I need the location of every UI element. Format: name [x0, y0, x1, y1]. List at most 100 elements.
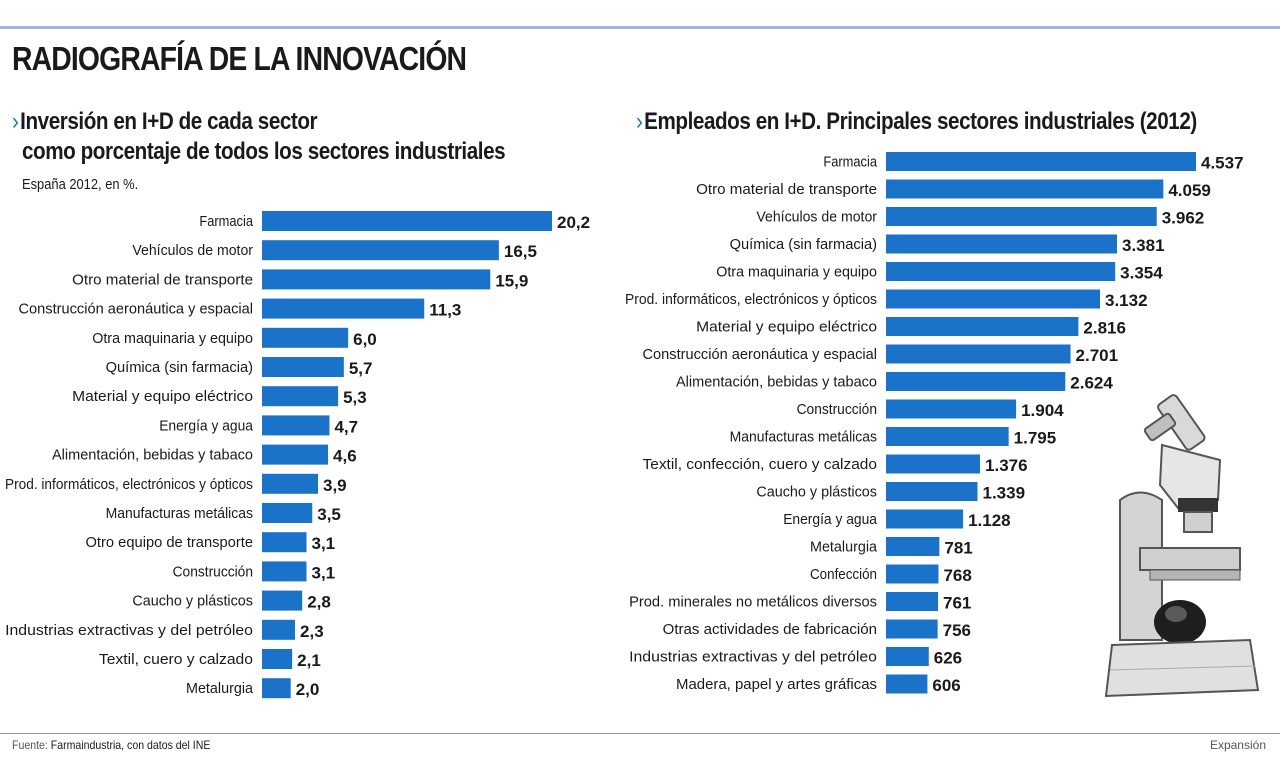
bar [886, 482, 978, 501]
chevron-right-icon: › [12, 108, 19, 135]
bar [886, 399, 1017, 419]
category-label: Industrias extractivas y del petróleo [629, 649, 877, 666]
value-label: 15,9 [495, 271, 528, 290]
value-label: 2,3 [300, 622, 324, 641]
bar [886, 179, 1164, 199]
category-label: Vehículos de motor [132, 242, 253, 259]
category-label: Material y equipo eléctrico [72, 388, 253, 405]
category-label: Textil, confección, cuero y calzado [643, 456, 878, 473]
value-label: 6,0 [353, 330, 377, 349]
category-label: Metalurgia [810, 539, 878, 556]
value-label: 16,5 [504, 242, 537, 261]
bar [262, 211, 552, 231]
category-label: Construcción [173, 563, 253, 580]
category-label: Alimentación, bebidas y tabaco [676, 374, 877, 391]
page-title: RADIOGRAFÍA DE LA INNOVACIÓN [12, 40, 467, 77]
value-label: 3.381 [1122, 236, 1165, 255]
right-chart-title-line1: Empleados en I+D. Principales sectores i… [644, 108, 1197, 135]
bar [262, 503, 313, 523]
value-label: 3,9 [323, 476, 347, 495]
bar [886, 509, 964, 529]
value-label: 2.624 [1070, 374, 1113, 393]
category-label: Manufacturas metálicas [730, 429, 877, 446]
bar [262, 590, 303, 611]
bar [262, 327, 349, 348]
bar [886, 372, 1066, 391]
category-label: Otra maquinaria y equipo [92, 330, 253, 347]
category-label: Otro material de transporte [696, 181, 877, 198]
category-label: Construcción [797, 401, 877, 418]
bar [886, 262, 1116, 281]
value-label: 2.701 [1076, 346, 1119, 365]
microscope-icon [1104, 394, 1260, 698]
category-label: Confección [810, 566, 877, 583]
value-label: 756 [943, 621, 971, 640]
bar [262, 386, 339, 407]
category-label: Otro equipo de transporte [86, 534, 254, 551]
bar [886, 234, 1118, 254]
value-label: 3,5 [317, 505, 341, 524]
category-label: Metalurgia [186, 680, 254, 697]
value-label: 761 [943, 594, 971, 613]
value-label: 3.132 [1105, 291, 1148, 310]
value-label: 781 [944, 539, 972, 558]
source-label: Fuente: [12, 738, 48, 752]
bar [886, 152, 1196, 171]
value-label: 2,1 [297, 651, 321, 670]
category-label: Prod. informáticos, electrónicos y óptic… [625, 291, 877, 308]
category-label: Otro material de transporte [72, 271, 253, 288]
category-label: Energía y agua [783, 511, 877, 528]
value-label: 3,1 [312, 563, 336, 582]
bar [262, 473, 318, 494]
bar [886, 537, 940, 556]
left-chart-subtitle: España 2012, en %. [22, 176, 139, 193]
category-label: Caucho y plásticos [132, 593, 253, 610]
value-label: 1.128 [968, 511, 1011, 530]
category-label: Prod. minerales no metálicos diversos [629, 594, 877, 611]
value-label: 4,6 [333, 447, 357, 466]
left-chart-title: ›Inversión en I+D de cada sector [12, 108, 318, 136]
bar [262, 415, 330, 436]
bar [262, 357, 344, 377]
category-label: Industrias extractivas y del petróleo [5, 622, 253, 639]
category-label: Farmacia [823, 154, 877, 171]
value-label: 626 [934, 649, 962, 668]
bar [262, 298, 425, 319]
bar [886, 427, 1009, 446]
bar [262, 619, 296, 640]
value-label: 1.904 [1021, 401, 1064, 420]
value-label: 3,1 [312, 534, 336, 553]
category-label: Material y equipo eléctrico [696, 319, 877, 336]
category-label: Química (sin farmacia) [730, 236, 877, 253]
category-label: Farmacia [199, 213, 253, 230]
category-label: Madera, papel y artes gráficas [676, 676, 877, 693]
left-chart-title-line2: como porcentaje de todos los sectores in… [22, 138, 506, 165]
value-label: 4.537 [1201, 154, 1244, 173]
category-label: Alimentación, bebidas y tabaco [52, 447, 253, 464]
category-label: Textil, cuero y calzado [99, 651, 253, 668]
value-label: 1.376 [985, 456, 1028, 475]
chevron-right-icon: › [636, 108, 643, 135]
category-label: Manufacturas metálicas [106, 505, 253, 522]
top-rule [0, 26, 1280, 29]
bar [262, 444, 329, 465]
value-label: 2,0 [296, 680, 320, 699]
category-label: Química (sin farmacia) [106, 359, 253, 376]
value-label: 11,3 [429, 301, 461, 320]
value-label: 4,7 [334, 417, 358, 436]
bar [886, 592, 938, 611]
value-label: 5,3 [343, 388, 367, 407]
bar [262, 532, 307, 553]
bar [886, 647, 929, 666]
value-label: 3.962 [1162, 209, 1205, 228]
footer-source: Fuente: Farmaindustria, con datos del IN… [12, 738, 210, 752]
value-label: 768 [943, 566, 971, 585]
value-label: 3.354 [1120, 264, 1163, 283]
source-text: Farmaindustria, con datos del INE [50, 738, 211, 752]
category-label: Caucho y plásticos [756, 484, 877, 501]
category-label: Construcción aeronáutica y espacial [19, 301, 254, 318]
bar [886, 674, 928, 694]
value-label: 5,7 [349, 359, 373, 378]
value-label: 1.339 [982, 484, 1025, 503]
bar [886, 564, 939, 584]
